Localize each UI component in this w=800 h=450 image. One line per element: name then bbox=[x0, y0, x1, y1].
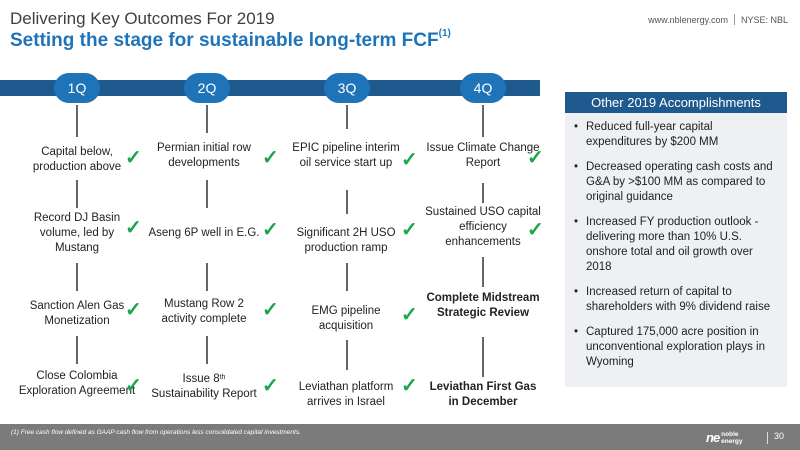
list-item: Decreased operating cash costs and G&A b… bbox=[573, 160, 779, 205]
milestone-q3-epic-pipeline: EPIC pipeline interim oil service start … bbox=[292, 142, 400, 169]
quarter-3q: 3Q bbox=[324, 73, 370, 103]
milestone-q2-report-text: Sustainability Report bbox=[151, 388, 257, 400]
quarter-1q: 1Q bbox=[54, 73, 100, 103]
accomplishments-header: Other 2019 Accomplishments bbox=[565, 92, 787, 113]
check-icon: ✓ bbox=[125, 217, 142, 239]
connector-line bbox=[346, 105, 348, 129]
accomplishments-panel: Reduced full-year capital expenditures b… bbox=[565, 113, 787, 387]
header-divider bbox=[733, 14, 735, 25]
connector-line bbox=[206, 263, 208, 291]
connector-line bbox=[346, 190, 348, 214]
milestone-q1-capital: Capital below, production above bbox=[32, 146, 122, 173]
connector-line bbox=[346, 340, 348, 370]
website-link[interactable]: www.nblenergy.com bbox=[648, 14, 728, 25]
milestone-q3-leviathan-platform: Leviathan platform arrives in Israel bbox=[298, 381, 394, 408]
list-item: Captured 175,000 acre position in unconv… bbox=[573, 325, 779, 370]
company-logo: ne noble energy bbox=[706, 430, 743, 445]
logo-line2: energy bbox=[721, 437, 743, 445]
connector-line bbox=[206, 105, 208, 133]
timeline-bar bbox=[0, 80, 540, 96]
check-icon: ✓ bbox=[262, 299, 279, 321]
milestone-q4-climate: Issue Climate Change Report bbox=[426, 142, 540, 169]
milestone-q3-emg: EMG pipeline acquisition bbox=[311, 305, 381, 332]
connector-line bbox=[346, 263, 348, 291]
subtitle-footnote-ref: (1) bbox=[438, 28, 451, 39]
check-icon: ✓ bbox=[125, 375, 142, 397]
quarter-2q: 2Q bbox=[184, 73, 230, 103]
check-icon: ✓ bbox=[401, 149, 418, 171]
list-item: Increased return of capital to sharehold… bbox=[573, 285, 779, 315]
footer-bar bbox=[0, 424, 800, 450]
logo-text: noble energy bbox=[721, 431, 742, 445]
connector-line bbox=[76, 336, 78, 364]
milestone-q4-uso-efficiency: Sustained USO capital efficiency enhance… bbox=[425, 206, 541, 248]
milestone-q2-aseng: Aseng 6P well in E.G. bbox=[148, 227, 260, 239]
page-number: 30 bbox=[774, 431, 785, 441]
connector-line bbox=[76, 263, 78, 291]
connector-line bbox=[206, 180, 208, 208]
connector-line bbox=[206, 336, 208, 364]
milestone-q1-dj-basin: Record DJ Basin volume, led by Mustang bbox=[33, 212, 121, 254]
quarter-4q: 4Q bbox=[460, 73, 506, 103]
list-item: Reduced full-year capital expenditures b… bbox=[573, 120, 779, 150]
check-icon: ✓ bbox=[262, 375, 279, 397]
connector-line bbox=[76, 180, 78, 208]
page-title: Delivering Key Outcomes For 2019 bbox=[10, 9, 275, 28]
footnote: (1) Free cash flow defined as GAAP cash … bbox=[11, 429, 301, 436]
milestone-q1-colombia: Close Colombia Exploration Agreement bbox=[18, 370, 136, 397]
milestone-q2-permian: Permian initial row developments bbox=[157, 142, 251, 169]
milestone-q4-midstream-review: Complete Midstream Strategic Review bbox=[426, 292, 540, 319]
check-icon: ✓ bbox=[401, 375, 418, 397]
page-subtitle: Setting the stage for sustainable long-t… bbox=[10, 28, 451, 52]
milestone-q2-issue-text: Issue 8 bbox=[182, 373, 220, 385]
check-icon: ✓ bbox=[262, 219, 279, 241]
check-icon: ✓ bbox=[262, 147, 279, 169]
connector-line bbox=[482, 337, 484, 377]
milestone-q2-mustang-row2: Mustang Row 2 activity complete bbox=[161, 298, 247, 325]
milestone-q3-uso-ramp: Significant 2H USO production ramp bbox=[296, 227, 396, 254]
accomplishments-list: Reduced full-year capital expenditures b… bbox=[565, 113, 787, 370]
check-icon: ✓ bbox=[401, 219, 418, 241]
logo-mark: ne bbox=[706, 430, 720, 445]
milestone-q1-alen-gas: Sanction Alen Gas Monetization bbox=[29, 300, 125, 327]
subtitle-text: Setting the stage for sustainable long-t… bbox=[10, 30, 439, 51]
connector-line bbox=[482, 257, 484, 287]
check-icon: ✓ bbox=[125, 147, 142, 169]
header-links: www.nblenergy.com NYSE: NBL bbox=[648, 14, 788, 25]
check-icon: ✓ bbox=[527, 219, 544, 241]
milestone-q2-sustainability: Issue 8th Sustainability Report bbox=[145, 372, 263, 402]
list-item: Increased FY production outlook - delive… bbox=[573, 215, 779, 275]
check-icon: ✓ bbox=[125, 299, 142, 321]
check-icon: ✓ bbox=[401, 304, 418, 326]
connector-line bbox=[76, 105, 78, 137]
ticker-label: NYSE: NBL bbox=[740, 14, 788, 25]
connector-line bbox=[482, 183, 484, 203]
footer-divider bbox=[767, 432, 768, 444]
connector-line bbox=[482, 105, 484, 137]
ordinal-suffix: th bbox=[219, 374, 226, 381]
logo-line1: noble bbox=[721, 430, 739, 438]
milestone-q4-leviathan-first-gas: Leviathan First Gas in December bbox=[429, 381, 537, 408]
check-icon: ✓ bbox=[527, 147, 544, 169]
